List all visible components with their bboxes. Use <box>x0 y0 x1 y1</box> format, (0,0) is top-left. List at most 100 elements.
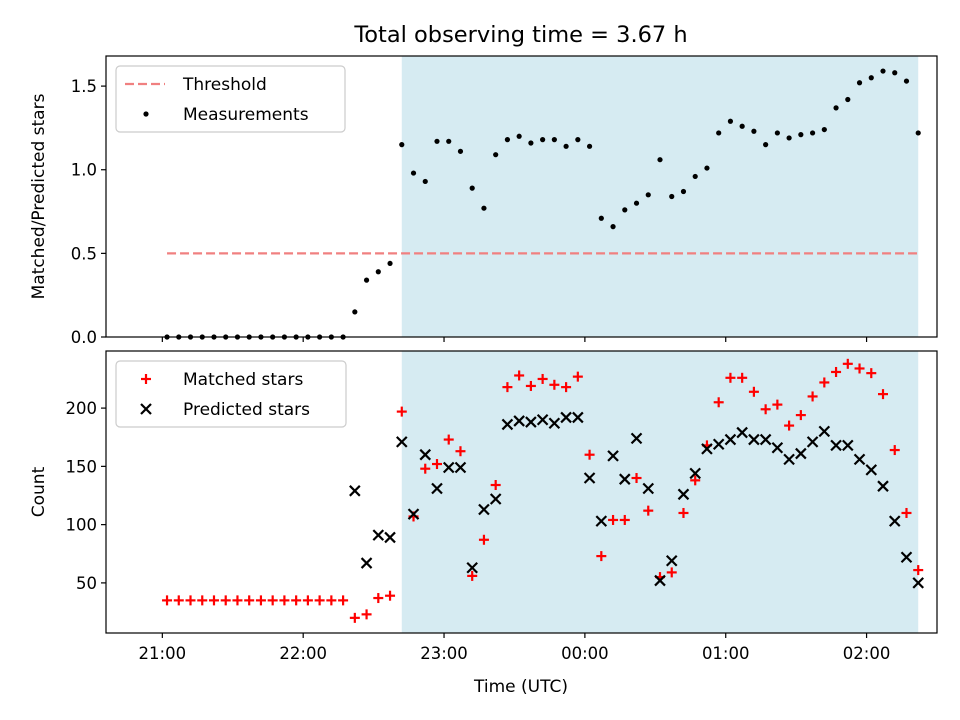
data-point <box>455 446 466 457</box>
data-point <box>454 461 467 474</box>
data-point <box>419 448 432 461</box>
x-stroke-b <box>607 450 619 462</box>
x-stroke-b <box>665 554 678 567</box>
y-tick-label: 0.5 <box>71 244 97 263</box>
legend-label: Threshold <box>182 75 267 95</box>
x-stroke-b <box>806 436 819 448</box>
x-stroke-b <box>478 503 490 516</box>
x-stroke-b <box>771 441 784 454</box>
data-point <box>842 439 854 452</box>
data-point <box>360 557 373 569</box>
data-point <box>326 595 337 606</box>
data-point <box>866 368 877 379</box>
data-point <box>760 404 771 415</box>
data-point <box>563 143 569 149</box>
x-stroke-b <box>830 439 842 452</box>
data-point <box>490 480 501 491</box>
x-axis-label: Time (UTC) <box>473 677 568 697</box>
data-point <box>302 595 313 606</box>
data-point <box>915 130 921 136</box>
y-tick-label: 100 <box>66 516 98 535</box>
x-stroke-b <box>642 482 655 495</box>
data-point <box>560 411 572 424</box>
data-point <box>748 386 759 397</box>
x-tick-label: 00:00 <box>561 644 609 663</box>
data-point <box>349 612 360 623</box>
x-tick-label: 01:00 <box>702 644 750 663</box>
data-point <box>431 482 443 495</box>
data-point <box>868 75 874 81</box>
legend-label: Predicted stars <box>183 400 310 420</box>
data-point <box>443 434 454 445</box>
x-stroke-b <box>396 436 408 448</box>
x-stroke-b <box>630 432 643 445</box>
data-point <box>197 595 208 606</box>
data-point <box>654 574 666 587</box>
series-matched-stars <box>162 358 924 623</box>
data-point <box>865 464 878 476</box>
data-point <box>572 411 584 424</box>
data-point <box>173 595 184 606</box>
data-point <box>399 142 405 148</box>
data-point <box>434 138 440 144</box>
data-point <box>537 373 548 384</box>
x-stroke-b <box>466 561 478 574</box>
data-point <box>772 399 783 410</box>
data-point <box>900 551 913 564</box>
data-point <box>666 567 677 578</box>
data-point <box>725 372 736 383</box>
data-point <box>737 372 748 383</box>
x-stroke-b <box>536 413 549 426</box>
data-point <box>806 436 819 448</box>
data-point <box>631 473 642 484</box>
data-point <box>678 507 689 518</box>
x-stroke-b <box>724 433 737 446</box>
legend-label: Measurements <box>183 105 309 125</box>
data-point <box>912 577 924 589</box>
data-point <box>516 133 522 139</box>
data-point <box>903 78 910 84</box>
x-stroke-b <box>795 447 807 460</box>
data-point <box>845 96 851 103</box>
data-point <box>446 138 452 144</box>
data-point <box>595 515 608 527</box>
data-point <box>352 309 358 315</box>
legend-swatch <box>141 374 151 384</box>
count-panel: 50 100 150 200 21:00 22:00 23:00 00:00 01:00 02:0… <box>29 350 938 663</box>
data-point <box>657 157 663 163</box>
data-point <box>407 508 420 520</box>
data-point <box>466 561 478 574</box>
data-point <box>774 130 780 136</box>
data-point <box>913 565 924 576</box>
data-point <box>759 433 772 446</box>
data-point <box>751 128 757 134</box>
x-stroke-b <box>572 411 584 424</box>
ratio-panel: 0.0 0.5 1.0 1.5 Matched/Predicted stars Thres… <box>29 55 938 347</box>
x-stroke-b <box>583 472 596 484</box>
x-stroke-b <box>525 416 537 428</box>
data-point <box>901 507 912 518</box>
data-point <box>489 493 502 505</box>
data-point <box>665 554 678 567</box>
x-stroke-b <box>501 418 514 431</box>
data-point <box>713 397 724 408</box>
legend-box <box>115 65 346 133</box>
data-point <box>786 135 792 141</box>
x-tick-label: 21:00 <box>139 644 187 663</box>
x-stroke-b <box>888 515 901 527</box>
data-point <box>363 277 370 283</box>
data-point <box>586 143 593 149</box>
data-point <box>478 503 490 516</box>
y-tick-label: 1.5 <box>71 77 97 96</box>
data-point <box>162 595 173 606</box>
y-tick-label: 1.0 <box>71 161 97 180</box>
data-point <box>410 170 417 176</box>
data-point <box>528 140 534 146</box>
data-point <box>889 445 900 456</box>
x-stroke-b <box>595 515 608 527</box>
data-point <box>513 415 525 427</box>
data-point <box>501 418 514 431</box>
data-point <box>854 363 865 374</box>
data-point <box>818 425 831 438</box>
x-stroke-b <box>736 426 748 439</box>
